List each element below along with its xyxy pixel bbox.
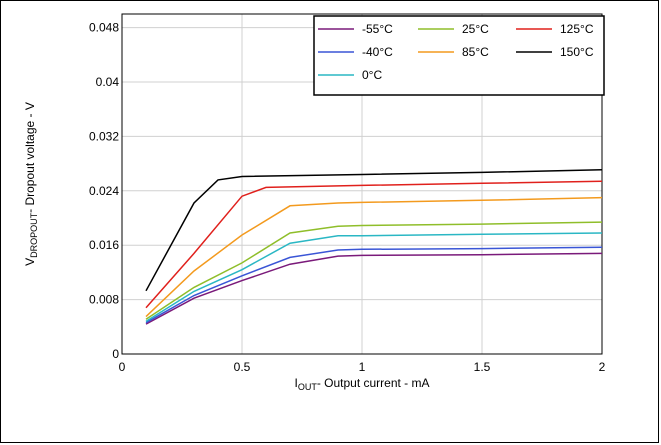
y-tick-label: 0 (112, 347, 119, 361)
y-tick-label: 0.048 (89, 21, 119, 35)
x-axis-label-rest: - Output current - mA (317, 376, 430, 390)
x-tick-label: 1 (359, 360, 366, 374)
series-line (145, 246, 603, 324)
y-axis-label: VDROPOUT- Dropout voltage - V (23, 102, 39, 266)
y-tick-label: 0.016 (89, 238, 119, 252)
legend: -55°C -40°C 0°C 25°C 85°C 125°C 150°C (313, 15, 605, 96)
y-axis-label-rest: - Dropout voltage - V (23, 102, 37, 213)
legend-label: 0°C (362, 68, 382, 82)
legend-label: -40°C (362, 45, 393, 59)
legend-box (313, 15, 605, 96)
legend-label: 125°C (560, 22, 594, 36)
x-axis-label-main: I (294, 376, 297, 390)
y-axis-label-sub: DROPOUT (29, 212, 39, 258)
y-tick-label: 0.008 (89, 293, 119, 307)
series-line (145, 180, 603, 309)
legend-label: 85°C (462, 45, 489, 59)
series-line (145, 196, 603, 318)
legend-label: -55°C (362, 22, 393, 36)
x-axis-label-sub: OUT (298, 382, 318, 392)
series-lines (145, 168, 603, 325)
legend-label: 25°C (462, 22, 489, 36)
y-axis-label-main: V (23, 258, 37, 266)
series-line (145, 252, 603, 325)
series-line (145, 168, 603, 292)
series-line (145, 232, 603, 323)
x-tick-label: 1.5 (474, 360, 491, 374)
x-tick-label: 0.5 (234, 360, 251, 374)
series-line (145, 221, 603, 320)
y-tick-label: 0.032 (89, 129, 119, 143)
x-axis-label: IOUT- Output current - mA (294, 376, 429, 392)
y-tick-label: 0.04 (96, 75, 120, 89)
legend-label: 150°C (560, 45, 594, 59)
tick-labels: 0 0.5 1 1.5 2 0 0.008 0.016 0.024 0.032 0.04 0.048 (89, 21, 606, 374)
y-tick-label: 0.024 (89, 184, 119, 198)
plot-area (121, 13, 603, 355)
x-tick-label: 0 (119, 360, 126, 374)
x-tick-label: 2 (599, 360, 606, 374)
